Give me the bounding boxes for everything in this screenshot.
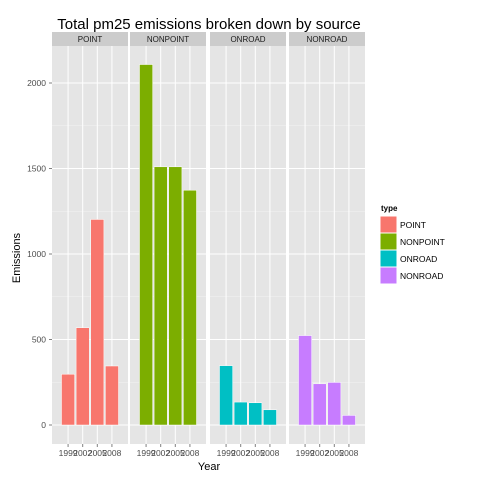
- y-tick-label: 500: [32, 335, 46, 345]
- legend-item-onroad: ONROAD: [379, 249, 437, 268]
- strip-point: [52, 32, 128, 46]
- bar-nonroad-2005: [327, 382, 342, 426]
- x-tick-label: 2002: [73, 448, 92, 458]
- legend-swatch: [380, 250, 397, 267]
- bar-nonpoint-2008: [183, 189, 197, 426]
- bar-point-1999: [61, 373, 75, 426]
- strip-nonroad: [289, 32, 365, 46]
- bar-point-2005: [90, 219, 105, 426]
- x-tick-label: 2002: [310, 448, 329, 458]
- legend-swatch: [380, 267, 397, 284]
- y-tick-label: 1500: [27, 164, 46, 174]
- legend-swatch: [380, 233, 397, 250]
- y-axis: 0 500 1000 1500 2000: [27, 78, 52, 430]
- x-tick-label: 1999: [217, 448, 236, 458]
- bar-onroad-1999: [219, 365, 233, 426]
- x-tick-label: 2005: [246, 448, 265, 458]
- bar-nonroad-2008: [342, 415, 356, 426]
- bar-nonroad-1999: [298, 335, 312, 426]
- legend-item-nonpoint: NONPOINT: [379, 232, 445, 251]
- y-tick-label: 0: [41, 420, 46, 430]
- legend-item-point: POINT: [379, 215, 426, 234]
- strip-nonpoint: [130, 32, 206, 46]
- legend-swatch: [380, 216, 397, 233]
- bar-nonroad-2002: [312, 383, 327, 426]
- x-tick-label: 2002: [231, 448, 250, 458]
- x-tick-label: 1999: [296, 448, 315, 458]
- x-tick-label: 2005: [166, 448, 185, 458]
- legend-title: type: [381, 204, 398, 213]
- legend-label: NONPOINT: [400, 237, 445, 247]
- strip-onroad: [210, 32, 286, 46]
- x-tick-label: 2008: [339, 448, 358, 458]
- bar-point-2008: [105, 365, 119, 426]
- facet-panels: POINT1999200220052008NONPOINT19992002200…: [52, 32, 365, 458]
- x-axis-title: Year: [198, 461, 221, 473]
- x-tick-label: 1999: [59, 448, 78, 458]
- strip-label: POINT: [78, 35, 103, 44]
- x-tick-label: 2008: [260, 448, 279, 458]
- y-axis-title: Emissions: [11, 232, 23, 283]
- bar-nonpoint-2005: [168, 166, 183, 426]
- strip-label: ONROAD: [230, 35, 265, 44]
- legend-item-nonroad: NONROAD: [379, 266, 443, 285]
- x-tick-label: 2008: [102, 448, 121, 458]
- legend-label: POINT: [400, 220, 426, 230]
- legend-label: NONROAD: [400, 271, 443, 281]
- bar-onroad-2008: [263, 409, 277, 426]
- x-tick-label: 2008: [180, 448, 199, 458]
- bar-onroad-2005: [248, 402, 263, 426]
- strip-label: NONROAD: [307, 35, 348, 44]
- bar-point-2002: [75, 327, 90, 426]
- legend-label: ONROAD: [400, 254, 437, 264]
- x-tick-label: 1999: [137, 448, 156, 458]
- y-tick-label: 1000: [27, 249, 46, 259]
- bar-onroad-2002: [233, 401, 248, 426]
- x-tick-label: 2005: [325, 448, 344, 458]
- bar-nonpoint-1999: [139, 64, 153, 426]
- x-tick-label: 2002: [151, 448, 170, 458]
- x-tick-label: 2005: [88, 448, 107, 458]
- bar-nonpoint-2002: [153, 166, 168, 426]
- strip-label: NONPOINT: [147, 35, 189, 44]
- chart-title: Total pm25 emissions broken down by sour…: [57, 16, 361, 33]
- y-tick-label: 2000: [27, 78, 46, 88]
